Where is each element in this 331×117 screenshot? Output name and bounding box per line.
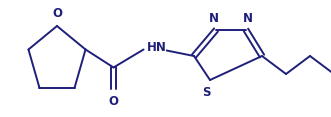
Text: N: N	[243, 12, 253, 25]
Text: N: N	[209, 12, 219, 25]
Text: O: O	[52, 7, 62, 20]
Text: S: S	[202, 86, 210, 99]
Text: HN: HN	[147, 41, 166, 54]
Text: O: O	[109, 95, 118, 108]
